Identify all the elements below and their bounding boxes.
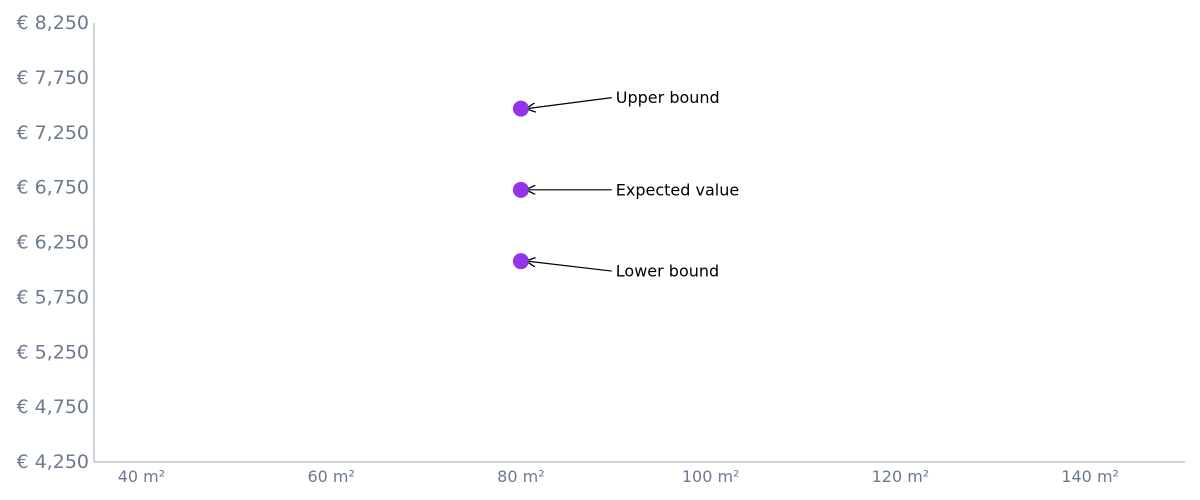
data-point bbox=[512, 253, 529, 270]
annotation-arrow bbox=[527, 97, 612, 109]
x-tick-label: 60 m² bbox=[307, 467, 354, 486]
data-points bbox=[512, 100, 529, 270]
y-axis-ticks: € 4,250 € 4,750 € 5,250 € 5,750 € 6,250 € 6,7… bbox=[16, 12, 89, 473]
annotation-arrow bbox=[527, 261, 612, 272]
x-axis-ticks: 40 m² 60 m² 80 m² 100 m² 120 m² 140 m² bbox=[118, 467, 1119, 486]
x-tick-label: 80 m² bbox=[497, 467, 544, 486]
y-tick-label: € 4,750 bbox=[16, 396, 89, 418]
annotation-label: Upper bound bbox=[616, 88, 720, 107]
y-tick-label: € 5,750 bbox=[16, 286, 89, 308]
annotation-label: Expected value bbox=[616, 180, 739, 199]
x-tick-label: 100 m² bbox=[682, 467, 740, 486]
x-tick-label: 120 m² bbox=[872, 467, 930, 486]
annotation-label: Lower bound bbox=[616, 262, 719, 281]
y-tick-label: € 7,250 bbox=[16, 122, 89, 144]
axes bbox=[93, 23, 1185, 463]
y-tick-label: € 8,250 bbox=[16, 12, 89, 34]
y-tick-label: € 6,750 bbox=[16, 177, 89, 199]
annotations: Upper bound Expected value Lower bound bbox=[527, 88, 739, 281]
y-tick-label: € 4,250 bbox=[16, 451, 89, 473]
x-tick-label: 140 m² bbox=[1061, 467, 1119, 486]
x-tick-label: 40 m² bbox=[118, 467, 165, 486]
y-tick-label: € 6,250 bbox=[16, 232, 89, 254]
data-point bbox=[512, 100, 529, 117]
y-tick-label: € 7,750 bbox=[16, 67, 89, 89]
data-point bbox=[512, 181, 529, 198]
y-tick-label: € 5,250 bbox=[16, 341, 89, 363]
